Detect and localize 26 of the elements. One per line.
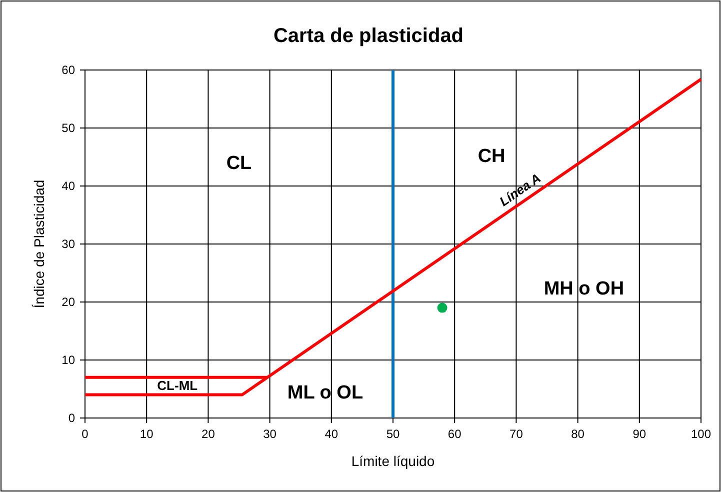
x-axis-title: Límite líquido (351, 453, 435, 469)
x-tick-label: 90 (632, 427, 646, 441)
x-tick-label: 40 (324, 427, 338, 441)
x-tick-label: 30 (263, 427, 277, 441)
y-tick-label: 10 (62, 353, 76, 367)
y-tick-label: 0 (68, 411, 76, 425)
x-tick-label: 20 (202, 427, 216, 441)
annotation: ML o OL (287, 382, 364, 404)
x-tick-label: 10 (140, 427, 154, 441)
chart-title: Carta de plasticidad (273, 25, 464, 47)
annotation: CL-ML (157, 378, 198, 394)
y-axis-title: Índice de Plasticidad (31, 180, 47, 308)
x-tick-label: 50 (386, 427, 400, 441)
x-tick-label: 100 (690, 427, 712, 441)
x-tick-label: 70 (510, 427, 524, 441)
x-tick-label: 80 (571, 427, 585, 441)
y-tick-label: 40 (62, 179, 76, 193)
x-tick-label: 0 (82, 427, 89, 441)
y-tick-label: 30 (62, 237, 76, 251)
y-tick-label: 50 (62, 121, 76, 135)
annotation: CL (226, 152, 252, 174)
annotation: CH (478, 146, 506, 168)
y-tick-label: 20 (62, 295, 76, 309)
y-tick-label: 60 (62, 63, 76, 77)
annotation: MH o OH (544, 278, 624, 300)
x-tick-label: 60 (448, 427, 462, 441)
